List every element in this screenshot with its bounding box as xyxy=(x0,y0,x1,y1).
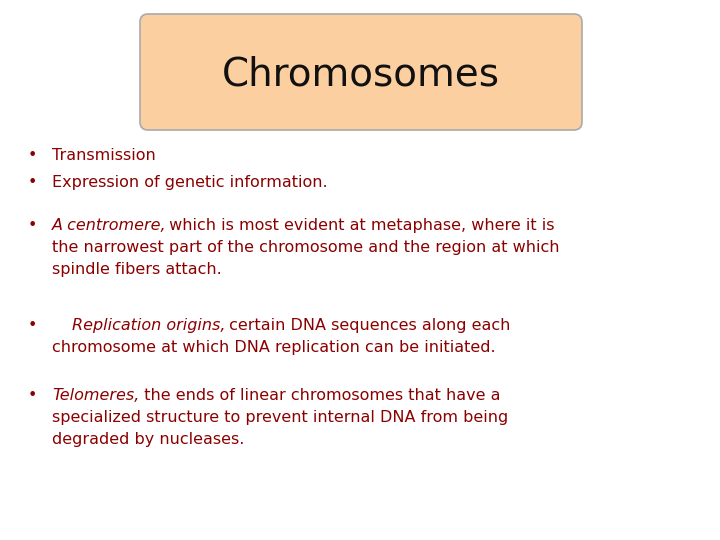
FancyBboxPatch shape xyxy=(140,14,582,130)
Text: Expression of genetic information.: Expression of genetic information. xyxy=(52,175,328,190)
Text: Telomeres,: Telomeres, xyxy=(52,388,140,403)
Text: •: • xyxy=(28,218,37,233)
Text: •: • xyxy=(28,318,37,333)
Text: spindle fibers attach.: spindle fibers attach. xyxy=(52,262,222,277)
Text: specialized structure to prevent internal DNA from being: specialized structure to prevent interna… xyxy=(52,410,508,425)
Text: Transmission: Transmission xyxy=(52,148,156,163)
Text: the narrowest part of the chromosome and the region at which: the narrowest part of the chromosome and… xyxy=(52,240,559,255)
Text: A centromere,: A centromere, xyxy=(52,218,166,233)
Text: Chromosomes: Chromosomes xyxy=(222,56,500,94)
Text: •: • xyxy=(28,175,37,190)
Text: certain DNA sequences along each: certain DNA sequences along each xyxy=(224,318,510,333)
Text: degraded by nucleases.: degraded by nucleases. xyxy=(52,432,244,447)
Text: chromosome at which DNA replication can be initiated.: chromosome at which DNA replication can … xyxy=(52,340,495,355)
Text: the ends of linear chromosomes that have a: the ends of linear chromosomes that have… xyxy=(134,388,500,403)
Text: which is most evident at metaphase, where it is: which is most evident at metaphase, wher… xyxy=(164,218,554,233)
Text: •: • xyxy=(28,388,37,403)
Text: •: • xyxy=(28,148,37,163)
Text: Replication origins,: Replication origins, xyxy=(72,318,225,333)
